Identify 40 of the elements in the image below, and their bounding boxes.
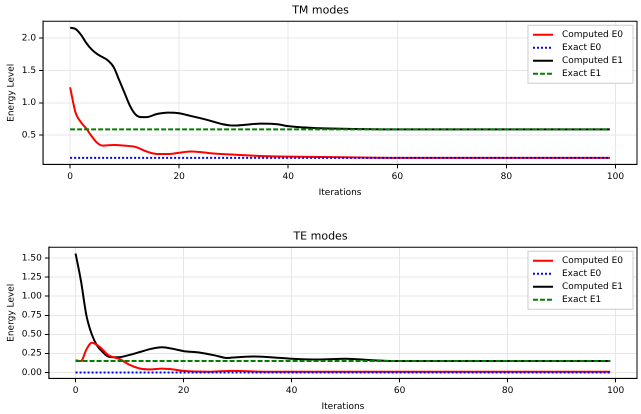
x-tick-label: 40 [286,386,298,396]
legend-label: Exact E1 [562,69,602,80]
legend-label: Exact E0 [562,269,602,280]
x-tick-label: 0 [67,172,74,182]
x-tick-label: 100 [606,172,624,182]
y-tick-label: 1.0 [22,98,36,108]
x-tick-label: 0 [72,386,79,396]
y-axis-title: Energy Level [6,284,17,342]
x-tick-label: 60 [392,172,404,182]
legend-label: Exact E0 [562,43,602,54]
y-tick-label: 0.75 [22,310,42,321]
y-tick-label: 0.50 [22,330,42,340]
y-tick-label: 0.25 [22,348,42,359]
y-tick-label: 1.50 [22,253,42,264]
line-series [74,342,612,373]
x-tick-label: 20 [178,386,190,396]
y-tick-label: 1.5 [22,66,36,76]
y-tick-label: 2.0 [22,33,36,44]
y-tick-label: 1.25 [22,272,42,283]
x-tick-label: 80 [500,172,512,182]
x-tick-label: 60 [394,386,406,396]
legend-label: Exact E1 [562,295,602,306]
x-axis-title: Iterations [321,402,365,412]
x-axis-title: Iterations [318,188,362,198]
legend-label: Computed E0 [562,30,624,40]
legend-label: Computed E1 [562,282,624,292]
chart-title: TM modes [291,3,350,16]
y-tick-label: 1.00 [22,292,42,302]
line-series [69,26,612,130]
y-axis-title: Energy Level [6,64,17,122]
legend-label: Computed E1 [562,56,624,66]
chart-title: TE modes [292,229,348,242]
y-tick-label: 0.00 [22,368,42,378]
line-series [69,86,612,159]
x-tick-label: 100 [607,386,625,396]
legend-label: Computed E0 [562,256,624,266]
x-tick-label: 20 [173,172,186,182]
x-tick-label: 80 [502,386,514,396]
y-tick-label: 0.5 [22,130,36,141]
x-tick-label: 40 [282,172,294,182]
